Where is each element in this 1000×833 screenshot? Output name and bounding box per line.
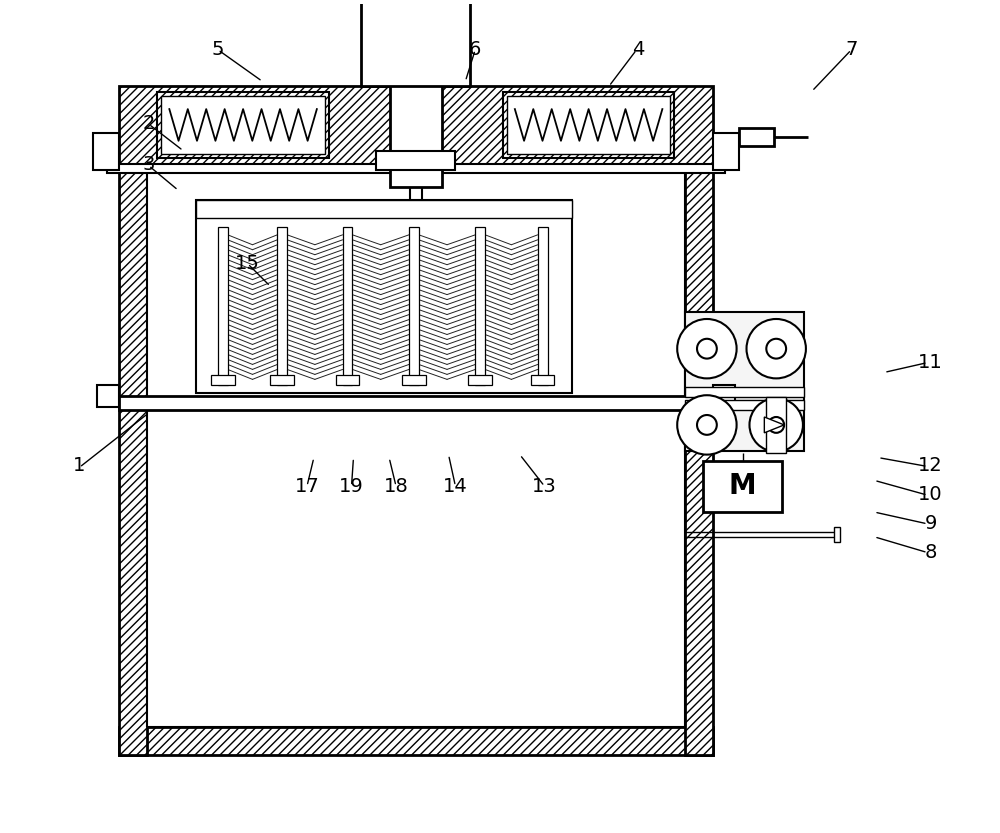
Bar <box>97 386 119 407</box>
Bar <box>93 133 119 171</box>
Bar <box>685 387 804 397</box>
Bar <box>336 376 359 386</box>
Text: 9: 9 <box>924 514 937 533</box>
Bar <box>119 397 713 410</box>
Text: 7: 7 <box>845 40 858 59</box>
Bar <box>147 166 685 727</box>
Circle shape <box>697 339 717 358</box>
Bar <box>390 0 442 187</box>
Bar <box>270 376 294 386</box>
Circle shape <box>697 415 717 435</box>
Bar <box>157 92 329 157</box>
Bar <box>531 376 554 386</box>
Circle shape <box>749 398 803 451</box>
Bar <box>685 312 804 389</box>
Bar <box>196 200 572 393</box>
Bar <box>343 227 352 386</box>
Text: 4: 4 <box>632 40 645 59</box>
Bar <box>503 92 674 157</box>
Bar <box>402 376 426 386</box>
Text: 19: 19 <box>339 477 364 496</box>
Bar <box>507 97 670 153</box>
Text: 10: 10 <box>918 486 943 504</box>
Bar <box>211 376 235 386</box>
Text: 1: 1 <box>73 456 85 476</box>
Text: 15: 15 <box>235 254 260 273</box>
Circle shape <box>768 417 784 433</box>
Text: 11: 11 <box>918 353 943 372</box>
Text: 2: 2 <box>142 114 155 133</box>
Bar <box>766 397 786 452</box>
Text: 17: 17 <box>295 477 319 496</box>
Bar <box>161 97 325 153</box>
Circle shape <box>747 319 806 378</box>
Text: 3: 3 <box>142 156 155 174</box>
Bar <box>739 128 774 146</box>
Circle shape <box>677 319 737 378</box>
Text: M: M <box>729 472 756 501</box>
Text: 6: 6 <box>469 40 481 59</box>
Bar <box>409 227 419 386</box>
Bar <box>713 133 739 171</box>
Text: 12: 12 <box>918 456 943 476</box>
Bar <box>685 166 713 755</box>
Circle shape <box>677 395 737 455</box>
Bar <box>538 227 548 386</box>
Polygon shape <box>764 417 784 433</box>
Bar <box>119 166 147 755</box>
Bar <box>119 87 713 166</box>
Bar <box>713 386 735 407</box>
Text: 14: 14 <box>443 477 468 496</box>
Bar <box>218 227 228 386</box>
Bar <box>703 461 782 512</box>
Bar <box>685 392 804 451</box>
Text: 8: 8 <box>924 543 937 562</box>
Text: 13: 13 <box>532 477 557 496</box>
Bar <box>468 376 492 386</box>
Bar <box>834 527 840 541</box>
Text: 18: 18 <box>384 477 408 496</box>
Bar <box>277 227 287 386</box>
Bar <box>196 200 572 218</box>
Bar <box>119 727 713 755</box>
Bar <box>107 163 725 173</box>
Circle shape <box>766 339 786 358</box>
Text: 5: 5 <box>212 40 224 59</box>
Bar <box>361 0 470 87</box>
Bar <box>376 151 455 171</box>
Bar <box>475 227 485 386</box>
Bar <box>685 400 804 410</box>
